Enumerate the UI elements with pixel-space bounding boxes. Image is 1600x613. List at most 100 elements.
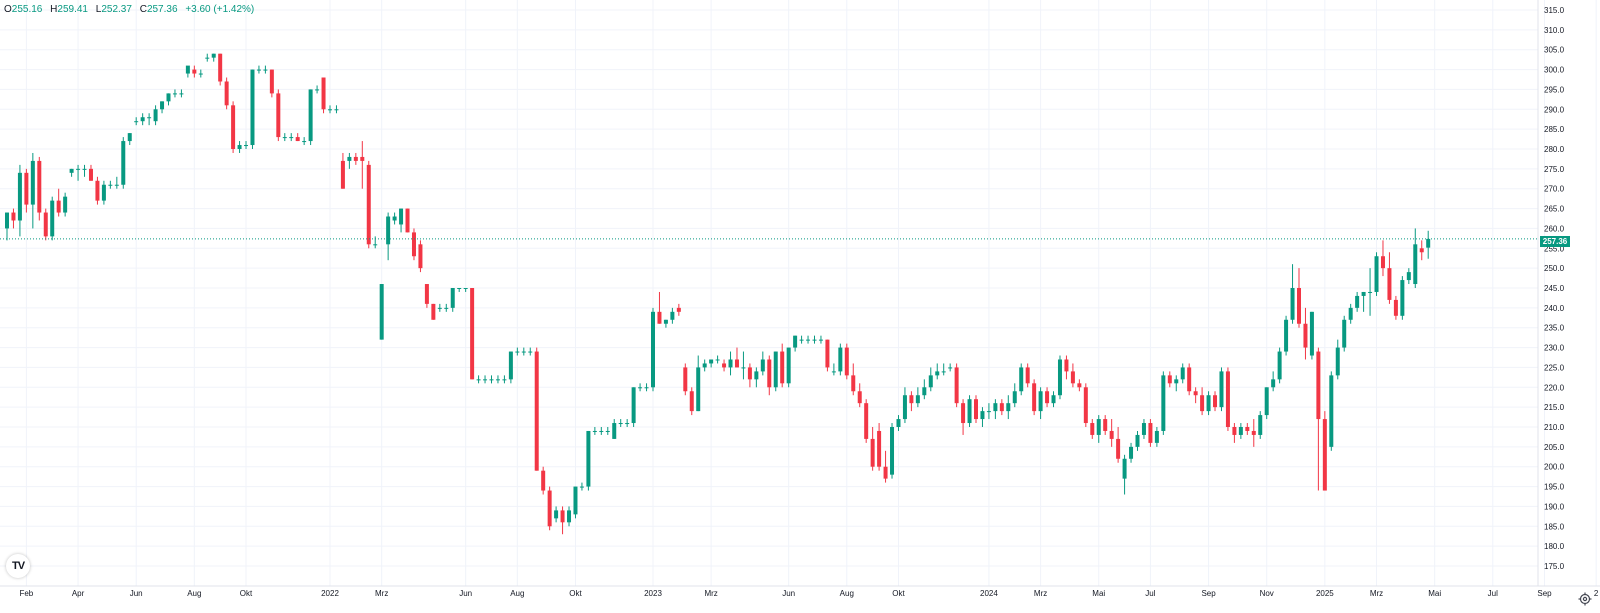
candle xyxy=(1083,383,1088,427)
candle xyxy=(993,399,998,420)
candle-body xyxy=(334,109,339,111)
candle-body xyxy=(463,288,468,289)
candle xyxy=(534,347,539,471)
candle xyxy=(50,196,55,241)
candle xyxy=(683,363,688,396)
candle-body xyxy=(890,427,895,475)
candle xyxy=(1329,371,1334,451)
candle-body xyxy=(489,379,494,381)
candle-body xyxy=(1019,367,1024,392)
candle xyxy=(1342,315,1347,352)
candle-body xyxy=(366,164,371,245)
candle xyxy=(961,399,966,435)
candle xyxy=(547,486,552,531)
candle xyxy=(411,228,416,261)
candle-body xyxy=(134,121,139,123)
candle xyxy=(838,343,843,376)
candle-body xyxy=(1335,347,1340,376)
candle-body xyxy=(424,284,429,304)
candle-body xyxy=(1368,291,1373,293)
candle xyxy=(812,335,817,344)
price-axis[interactable]: 315.0 310.0 305.0 300.0 295.0 290.0 285.0 280.0… xyxy=(1544,6,1565,571)
candle xyxy=(1238,423,1243,439)
candle xyxy=(1374,252,1379,296)
candle xyxy=(185,65,190,78)
candle-body xyxy=(256,69,261,71)
candle xyxy=(121,137,126,189)
candle xyxy=(353,152,358,165)
time-tick-label: Aug xyxy=(187,589,201,598)
candle-body xyxy=(1148,423,1153,443)
time-tick-label: 2022 xyxy=(321,589,339,598)
candle xyxy=(799,335,804,344)
price-tick-label: 190.0 xyxy=(1544,502,1565,511)
candle-body xyxy=(347,156,352,161)
candle xyxy=(1096,415,1101,443)
candle xyxy=(528,347,533,356)
candle xyxy=(722,359,727,372)
candle-body xyxy=(709,359,714,364)
candle xyxy=(76,164,81,181)
candle xyxy=(760,351,765,376)
candle-body xyxy=(554,510,559,519)
candle xyxy=(231,101,236,153)
candle-body xyxy=(1419,248,1424,253)
candle xyxy=(69,168,74,177)
open-value: 255.16 xyxy=(11,4,43,15)
candle xyxy=(825,339,830,372)
candle xyxy=(302,137,307,146)
candle xyxy=(1167,371,1172,388)
time-axis[interactable]: Feb Apr Jun Aug Okt 2022 Mrz Jun Aug Okt 2023 Mrz Ju… xyxy=(19,589,1598,598)
candle xyxy=(592,427,597,435)
candle xyxy=(1355,291,1360,312)
candle xyxy=(689,387,694,416)
candle-body xyxy=(683,367,688,392)
candle-body xyxy=(541,470,546,491)
time-tick-label: Mrz xyxy=(704,589,717,598)
candle-body xyxy=(1187,367,1192,392)
candle xyxy=(489,375,494,384)
candle-body xyxy=(592,430,597,432)
candle xyxy=(457,288,462,292)
candle xyxy=(444,303,449,312)
price-tick-label: 250.0 xyxy=(1544,264,1565,273)
candle xyxy=(709,359,714,368)
candle xyxy=(127,133,132,146)
candle xyxy=(806,335,811,344)
candle-body xyxy=(993,403,998,412)
candle-body xyxy=(1342,319,1347,348)
price-tick-label: 230.0 xyxy=(1544,344,1565,353)
candle-body xyxy=(1355,295,1360,308)
high-key: H xyxy=(50,4,58,15)
candle-body xyxy=(244,145,249,147)
candle xyxy=(1277,347,1282,384)
candle-body xyxy=(780,351,785,384)
high-value: 259.41 xyxy=(57,4,88,15)
candle xyxy=(463,288,468,292)
candle xyxy=(476,375,481,384)
candle-body xyxy=(76,168,81,170)
candle xyxy=(935,363,940,380)
candle xyxy=(250,69,255,149)
candle xyxy=(1141,419,1146,439)
price-tick-label: 180.0 xyxy=(1544,542,1565,551)
candle-body xyxy=(30,160,35,205)
candle xyxy=(244,141,249,149)
gear-icon[interactable] xyxy=(1578,592,1592,606)
candle-body xyxy=(1012,391,1017,404)
candle xyxy=(5,212,9,241)
candle-body xyxy=(567,510,572,523)
tradingview-logo[interactable]: TV xyxy=(6,554,30,578)
candle xyxy=(1045,387,1050,408)
time-tick-label: Jul xyxy=(1488,589,1498,598)
candle-body xyxy=(806,339,811,341)
candle xyxy=(192,65,197,78)
candle-body xyxy=(1141,423,1146,435)
candle xyxy=(328,105,332,114)
candle xyxy=(1025,363,1030,388)
time-tick-label: 2025 xyxy=(1316,589,1334,598)
candle xyxy=(483,375,488,384)
candle-body xyxy=(818,339,823,341)
candle xyxy=(877,423,882,471)
